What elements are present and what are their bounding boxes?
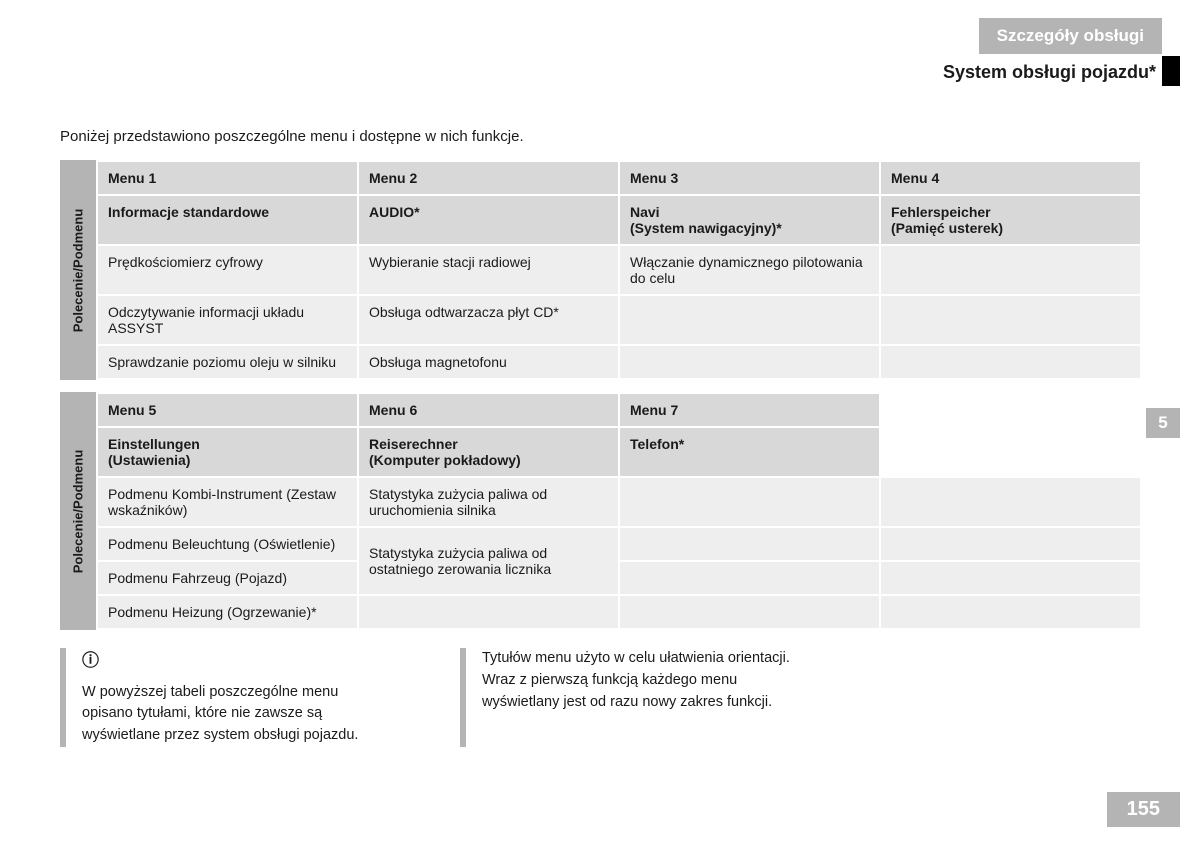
col-header: Menu 1 xyxy=(98,162,357,194)
table-row: Podmenu Kombi-Instrument (Zestaw wskaźni… xyxy=(98,478,1140,526)
col-subheader: Informacje standardowe xyxy=(98,196,357,244)
cell: Podmenu Beleuchtung (Oświetlenie) xyxy=(98,528,357,560)
table-subheader-row: Einstellungen (Ustawienia) Reiserechner … xyxy=(98,428,1140,476)
cell: Statystyka zużycia paliwa od ostatniego … xyxy=(359,528,618,594)
col-header: Menu 7 xyxy=(620,394,879,426)
menu-table-2: Polecenie/Podmenu Menu 5 Menu 6 Menu 7 E… xyxy=(60,392,1142,630)
table-row: Odczytywanie informacji układu ASSYST Ob… xyxy=(98,296,1140,344)
note-box-2: Tytułów menu użyto w celu ułatwienia ori… xyxy=(460,648,790,747)
cell xyxy=(881,478,1140,526)
cell: Podmenu Kombi-Instrument (Zestaw wskaźni… xyxy=(98,478,357,526)
cell: Obsługa odtwarzacza płyt CD* xyxy=(359,296,618,344)
col-subheader: Reiserechner (Komputer pokładowy) xyxy=(359,428,618,476)
cell xyxy=(881,528,1140,560)
cell: Obsługa magnetofonu xyxy=(359,346,618,378)
note-text: W powyższej tabeli poszczególne menu opi… xyxy=(82,684,358,744)
table-row: Sprawdzanie poziomu oleju w silniku Obsł… xyxy=(98,346,1140,378)
note-text: Tytułów menu użyto w celu ułatwienia ori… xyxy=(482,650,790,710)
row-axis-text: Polecenie/Podmenu xyxy=(71,449,86,573)
cell xyxy=(881,296,1140,344)
table-header-row: Menu 1 Menu 2 Menu 3 Menu 4 xyxy=(98,162,1140,194)
cell xyxy=(620,478,879,526)
cell: Prędkościomierz cyfrowy xyxy=(98,246,357,294)
info-icon: ⓘ xyxy=(82,648,99,674)
col-subheader: Telefon* xyxy=(620,428,879,476)
row-axis-label: Polecenie/Podmenu xyxy=(60,160,96,380)
cell xyxy=(620,562,879,594)
col-header: Menu 4 xyxy=(881,162,1140,194)
header-banner: Szczegóły obsługi xyxy=(979,18,1162,54)
table-1: Menu 1 Menu 2 Menu 3 Menu 4 Informacje s… xyxy=(96,160,1142,380)
chapter-tab: 5 xyxy=(1146,408,1180,438)
cell xyxy=(881,346,1140,378)
cell xyxy=(620,528,879,560)
table-row: Podmenu Fahrzeug (Pojazd) xyxy=(98,562,1140,594)
col-subheader: Navi (System nawigacyjny)* xyxy=(620,196,879,244)
col-subheader: Fehlerspeicher (Pamięć usterek) xyxy=(881,196,1140,244)
col-header: Menu 2 xyxy=(359,162,618,194)
col-subheader: AUDIO* xyxy=(359,196,618,244)
table-row: Podmenu Heizung (Ogrzewanie)* xyxy=(98,596,1140,628)
col-subheader xyxy=(881,428,1140,476)
black-tab-marker xyxy=(1162,56,1180,86)
cell: Podmenu Heizung (Ogrzewanie)* xyxy=(98,596,357,628)
cell xyxy=(620,346,879,378)
col-header: Menu 6 xyxy=(359,394,618,426)
cell: Statystyka zużycia paliwa od uruchomieni… xyxy=(359,478,618,526)
col-header: Menu 3 xyxy=(620,162,879,194)
cell: Sprawdzanie poziomu oleju w silniku xyxy=(98,346,357,378)
table-row: Podmenu Beleuchtung (Oświetlenie) Statys… xyxy=(98,528,1140,560)
cell: Odczytywanie informacji układu ASSYST xyxy=(98,296,357,344)
note-box-1: ⓘ W powyższej tabeli poszczególne menu o… xyxy=(60,648,390,747)
table-subheader-row: Informacje standardowe AUDIO* Navi (Syst… xyxy=(98,196,1140,244)
cell: Włączanie dynamicznego pilotowania do ce… xyxy=(620,246,879,294)
table-2: Menu 5 Menu 6 Menu 7 Einstellungen (Usta… xyxy=(96,392,1142,630)
col-subheader: Einstellungen (Ustawienia) xyxy=(98,428,357,476)
header-banner-text: Szczegóły obsługi xyxy=(979,18,1162,54)
cell: Wybieranie stacji radiowej xyxy=(359,246,618,294)
row-axis-label: Polecenie/Podmenu xyxy=(60,392,96,630)
intro-text: Poniżej przedstawiono poszczególne menu … xyxy=(60,128,524,145)
cell xyxy=(881,246,1140,294)
menu-table-1: Polecenie/Podmenu Menu 1 Menu 2 Menu 3 M… xyxy=(60,160,1142,380)
page-subtitle: System obsługi pojazdu* xyxy=(943,62,1156,83)
table-header-row: Menu 5 Menu 6 Menu 7 xyxy=(98,394,1140,426)
cell xyxy=(620,596,879,628)
table-row: Prędkościomierz cyfrowy Wybieranie stacj… xyxy=(98,246,1140,294)
cell xyxy=(620,296,879,344)
notes-section: ⓘ W powyższej tabeli poszczególne menu o… xyxy=(60,648,790,747)
cell: Podmenu Fahrzeug (Pojazd) xyxy=(98,562,357,594)
col-header xyxy=(881,394,1140,426)
page-number: 155 xyxy=(1107,792,1180,827)
cell xyxy=(881,562,1140,594)
row-axis-text: Polecenie/Podmenu xyxy=(71,208,86,332)
col-header: Menu 5 xyxy=(98,394,357,426)
cell xyxy=(881,596,1140,628)
cell xyxy=(359,596,618,628)
